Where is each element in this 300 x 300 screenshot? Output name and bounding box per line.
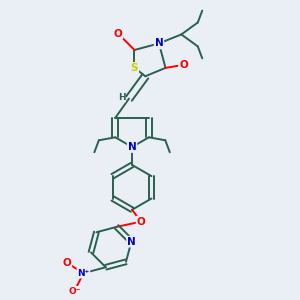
Text: O: O: [179, 60, 188, 70]
Text: O: O: [63, 258, 71, 268]
Text: N: N: [127, 237, 136, 247]
Text: N: N: [154, 38, 163, 48]
Text: H: H: [118, 93, 125, 102]
Text: S: S: [131, 63, 138, 73]
Text: N⁺: N⁺: [77, 269, 89, 278]
Text: O: O: [114, 28, 122, 38]
Text: O⁻: O⁻: [68, 286, 81, 296]
Text: N: N: [128, 142, 136, 152]
Text: O: O: [137, 217, 146, 227]
